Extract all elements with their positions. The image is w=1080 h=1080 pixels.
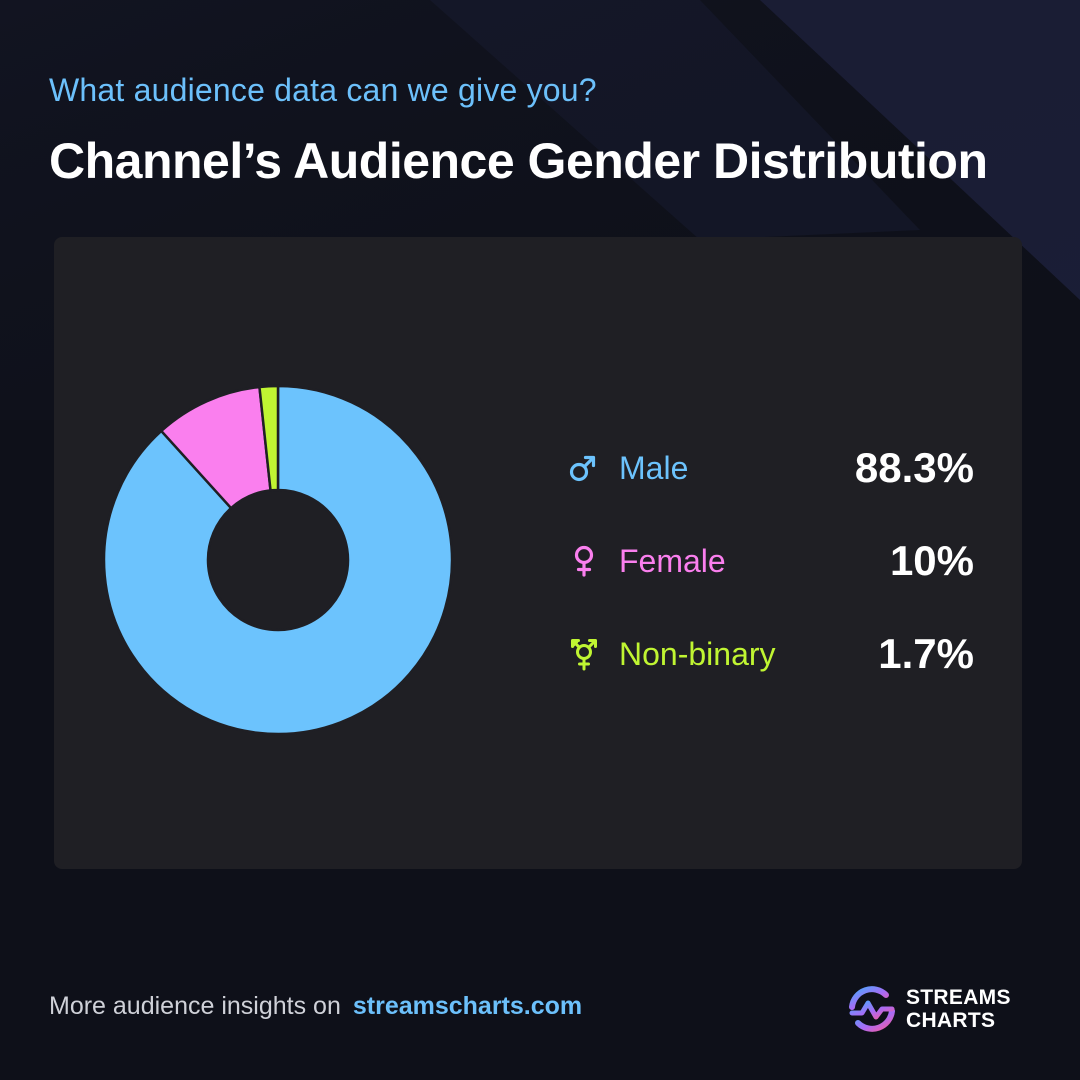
footer-link[interactable]: streamscharts.com xyxy=(352,992,583,1020)
legend-label: Male xyxy=(619,449,689,486)
brand-name: STREAMS CHARTS xyxy=(906,986,1011,1032)
legend-label: Non-binary xyxy=(619,635,776,672)
page-title: Channel’s Audience Gender Distribution xyxy=(49,133,988,189)
chart-legend: Male 88.3% Female 10% Non-b xyxy=(564,445,974,724)
legend-value: 1.7% xyxy=(878,630,974,677)
donut-chart xyxy=(102,384,454,736)
legend-value: 88.3% xyxy=(854,444,974,491)
male-icon xyxy=(569,455,596,482)
donut-slice-non-binary xyxy=(258,384,280,492)
page-subtitle: What audience data can we give you? xyxy=(49,72,597,108)
brand-logo: STREAMS CHARTS xyxy=(846,985,1046,1033)
legend-label: Female xyxy=(619,542,726,579)
footer: More audience insights on streamscharts.c… xyxy=(49,992,582,1021)
female-icon xyxy=(574,545,594,577)
chart-card: Male 88.3% Female 10% Non-b xyxy=(54,237,1022,869)
legend-item-female: Female 10% xyxy=(564,538,974,584)
donut-slice-male xyxy=(102,384,454,736)
legend-item-male: Male 88.3% xyxy=(564,445,974,491)
legend-item-non-binary: Non-binary 1.7% xyxy=(564,631,974,677)
brand-name-line2: CHARTS xyxy=(906,1009,996,1032)
legend-value: 10% xyxy=(889,537,974,584)
brand-name-line1: STREAMS xyxy=(906,986,1011,1009)
footer-text: More audience insights on xyxy=(49,992,341,1020)
transgender-icon xyxy=(571,639,597,671)
streams-charts-logo-icon xyxy=(849,986,895,1032)
